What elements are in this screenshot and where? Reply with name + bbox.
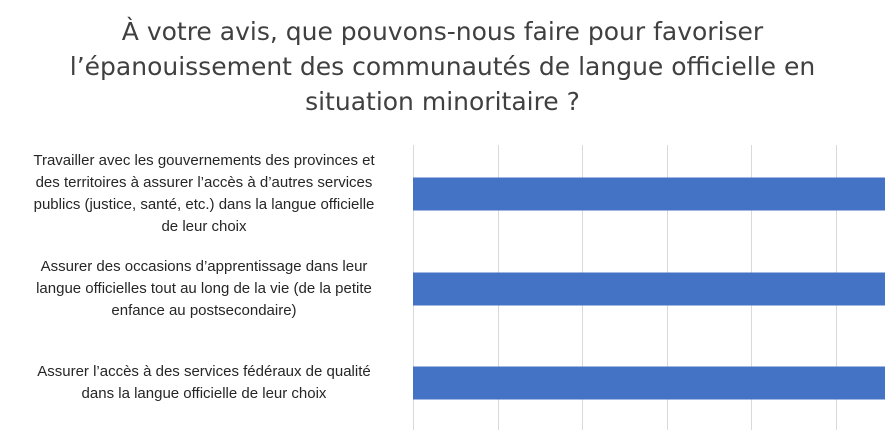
bar-3 [413, 366, 885, 400]
bars [413, 177, 885, 400]
bar-1 [413, 177, 885, 211]
category-label-3: Assurer l’accès à des services fédéraux … [37, 363, 371, 402]
category-label-2: Assurer des occasions d’apprentissage da… [36, 258, 372, 319]
category-label-1: Travailler avec les gouvernements des pr… [33, 152, 375, 235]
chart-title: À votre avis, que pouvons-nous faire pou… [69, 17, 816, 116]
bar-2 [413, 272, 885, 306]
